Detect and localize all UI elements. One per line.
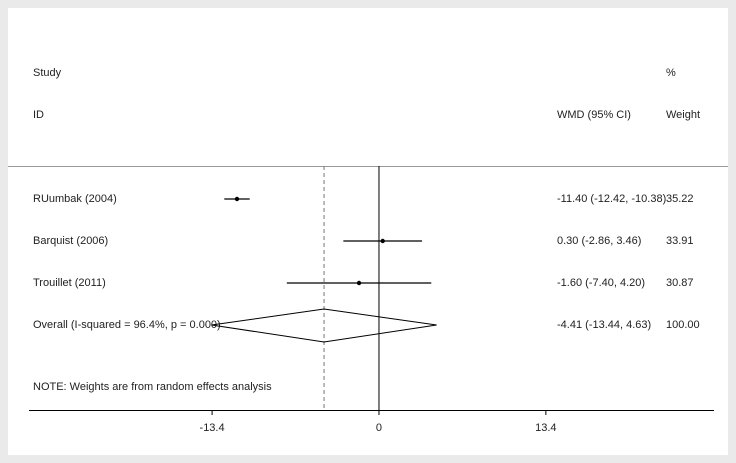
header-effect: WMD (95% CI) — [557, 109, 631, 121]
ci-label: -11.40 (-12.42, -10.38) — [557, 193, 666, 205]
header-percent: % — [666, 67, 676, 79]
weight-label: 33.91 — [666, 235, 694, 247]
ci-label: -1.60 (-7.40, 4.20) — [557, 277, 645, 289]
weight-label: 100.00 — [666, 319, 700, 331]
weight-label: 35.22 — [666, 193, 694, 205]
study-name: Barquist (2006) — [33, 235, 108, 247]
plot-panel — [8, 8, 728, 455]
overall-diamond — [211, 308, 437, 343]
study-name: RUumbak (2004) — [33, 193, 117, 205]
note: NOTE: Weights are from random effects an… — [33, 381, 272, 393]
header-study: Study — [33, 67, 62, 79]
point-estimate — [234, 196, 240, 202]
header-weight: Weight — [666, 109, 700, 121]
x-tick-label: -13.4 — [200, 422, 225, 434]
header-id: ID — [33, 109, 44, 121]
overall-name: Overall (I-squared = 96.4%, p = 0.000) — [33, 319, 221, 331]
study-name: Trouillet (2011) — [33, 277, 106, 289]
point-estimate — [356, 280, 362, 286]
point-estimate — [380, 238, 385, 244]
ci-label: -4.41 (-13.44, 4.63) — [557, 319, 651, 331]
x-tick-label: 13.4 — [535, 422, 556, 434]
ci-label: 0.30 (-2.86, 3.46) — [557, 235, 641, 247]
x-tick-label: 0 — [376, 422, 382, 434]
weight-label: 30.87 — [666, 277, 694, 289]
